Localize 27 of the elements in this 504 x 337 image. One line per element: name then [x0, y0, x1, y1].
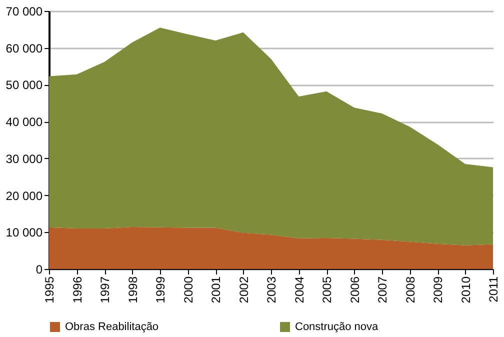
- y-tick-label: 50 000: [6, 78, 43, 92]
- y-tick-label: 40 000: [6, 115, 43, 130]
- x-tick-label: 2008: [403, 276, 418, 304]
- y-tick-label: 0: [36, 262, 43, 276]
- y-tick-label: 10 000: [6, 226, 43, 240]
- x-tick-label: 1995: [42, 276, 56, 304]
- x-tick-label: 1998: [126, 276, 140, 304]
- x-tick-label: 1999: [154, 276, 168, 304]
- x-tick-label: 2010: [458, 276, 473, 304]
- x-tick-label: 2003: [264, 276, 278, 304]
- x-tick-label: 2006: [348, 276, 362, 304]
- x-tick-label: 2004: [292, 276, 306, 304]
- x-tick-label: 2011: [486, 276, 500, 302]
- y-tick-label: 20 000: [6, 188, 43, 203]
- y-tick-label: 60 000: [6, 41, 43, 56]
- x-tick-label: 2001: [209, 276, 223, 304]
- y-tick-label: 30 000: [6, 152, 43, 166]
- legend-label: Obras Reabilitação: [65, 321, 159, 333]
- x-tick-label: 2009: [431, 276, 445, 304]
- x-tick-label: 1996: [70, 276, 84, 304]
- x-tick-label: 1997: [98, 276, 112, 304]
- legend-label: Construção nova: [295, 321, 380, 333]
- x-tick-label: 2000: [181, 276, 196, 304]
- x-tick-label: 2007: [376, 276, 390, 304]
- x-tick-label: 2005: [320, 276, 334, 304]
- y-tick-label: 70 000: [6, 4, 43, 18]
- x-tick-label: 2002: [236, 276, 251, 304]
